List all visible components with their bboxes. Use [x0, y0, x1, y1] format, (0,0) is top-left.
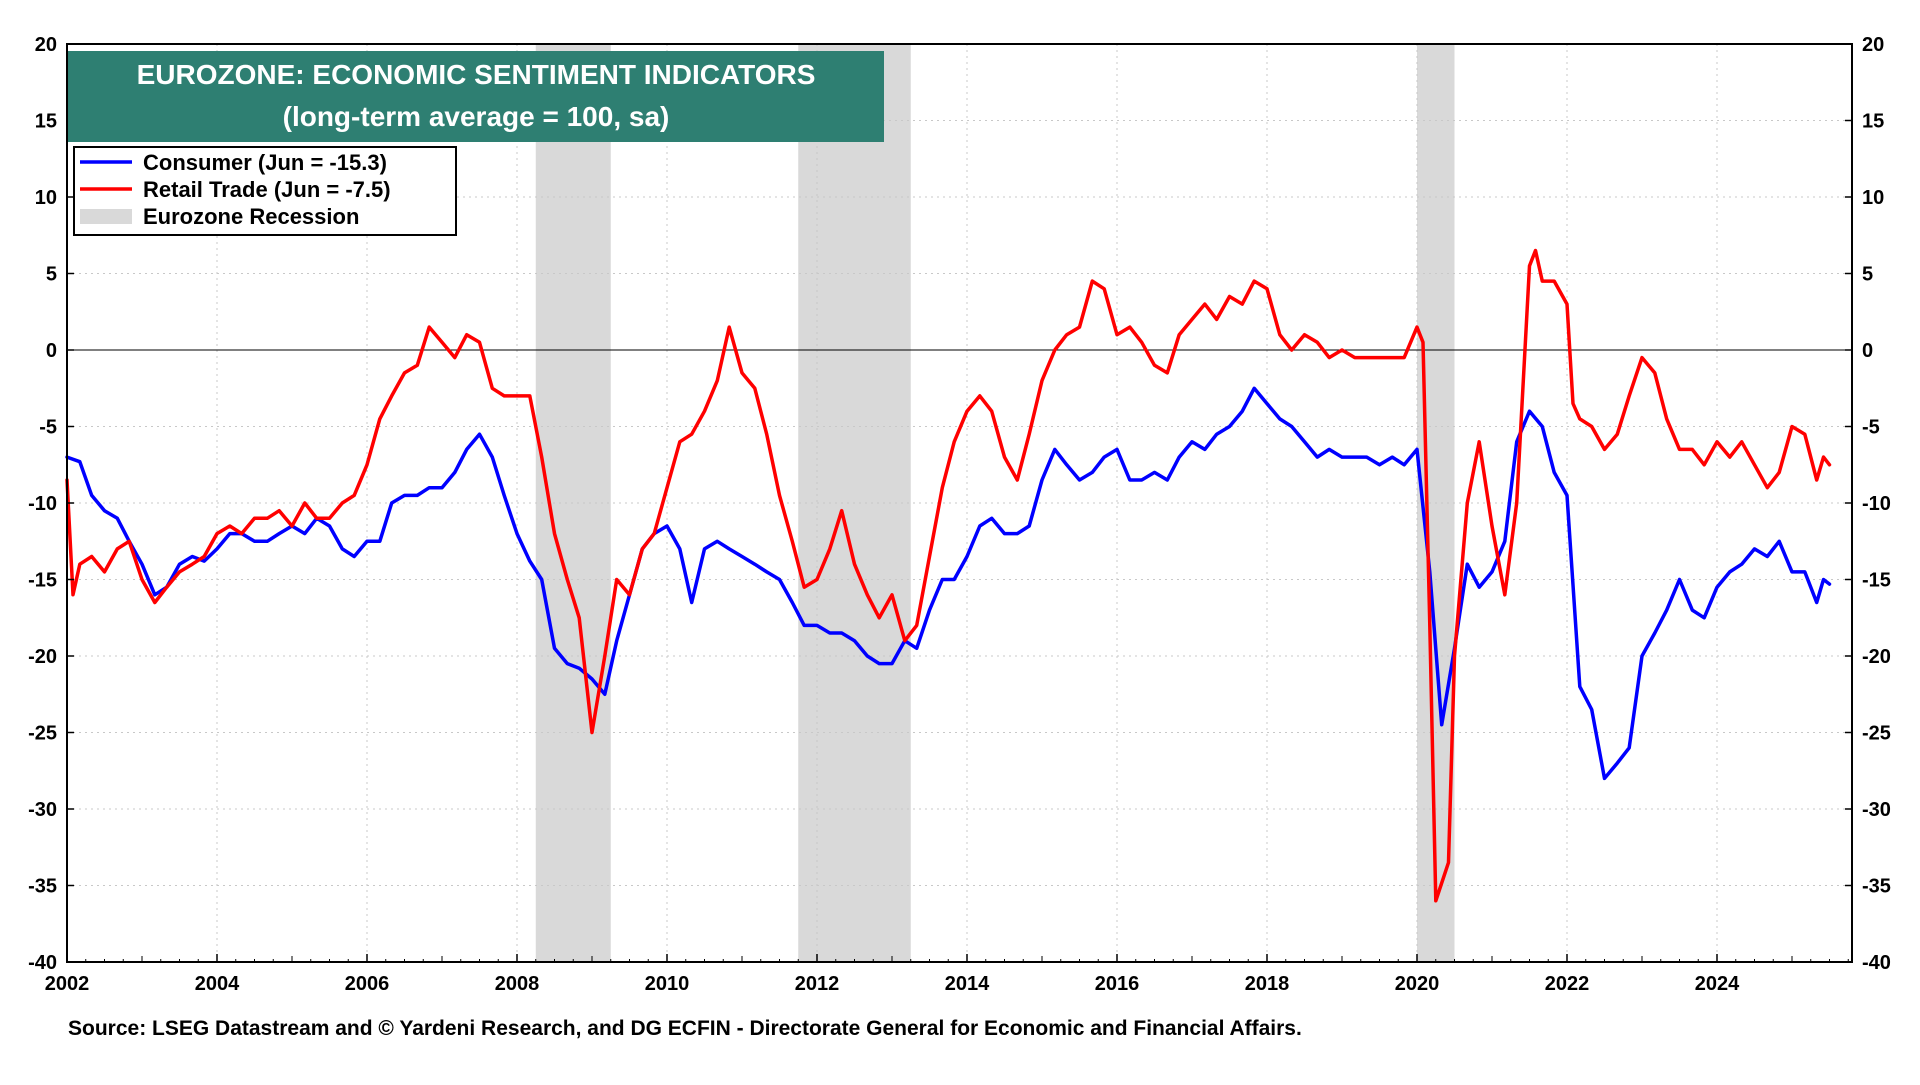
x-tick-label: 2018 — [1245, 973, 1290, 995]
x-tick-label: 2012 — [795, 973, 840, 995]
legend-box — [73, 146, 457, 236]
legend-swatch-recession — [80, 209, 132, 224]
x-tick-label: 2024 — [1695, 973, 1740, 995]
y-tick-label-right: -40 — [1862, 952, 1891, 974]
y-tick-label-left: 15 — [35, 111, 57, 133]
x-tick-label: 2014 — [945, 973, 990, 995]
y-tick-label-right: -5 — [1862, 417, 1880, 439]
y-tick-label-left: 0 — [46, 340, 57, 362]
series-line-retail-trade — [65, 248, 1832, 903]
legend: Consumer (Jun = -15.3) Retail Trade (Jun… — [73, 146, 457, 236]
y-tick-label-left: -15 — [28, 570, 57, 592]
series-lines — [65, 248, 1832, 903]
y-tick-label-left: -20 — [28, 646, 57, 668]
title-box-background — [68, 51, 884, 142]
y-tick-label-left: -40 — [28, 952, 57, 974]
chart-subtitle: (long-term average = 100, sa) — [283, 101, 670, 132]
y-tick-label-left: 20 — [35, 34, 57, 56]
y-tick-label-left: 5 — [46, 264, 57, 286]
y-tick-label-right: -35 — [1862, 876, 1891, 898]
y-tick-label-right: 20 — [1862, 34, 1884, 56]
x-tick-label: 2004 — [195, 973, 240, 995]
series-line-consumer — [65, 386, 1832, 781]
x-tick-label: 2016 — [1095, 973, 1140, 995]
x-tick-label: 2022 — [1545, 973, 1590, 995]
y-tick-label-right: 5 — [1862, 264, 1873, 286]
y-tick-label-right: -20 — [1862, 646, 1891, 668]
y-tick-label-left: -10 — [28, 493, 57, 515]
x-tick-label: 2010 — [645, 973, 690, 995]
y-tick-label-right: -15 — [1862, 570, 1891, 592]
y-tick-label-right: 10 — [1862, 187, 1884, 209]
x-tick-label: 2002 — [45, 973, 90, 995]
x-tick-label: 2006 — [345, 973, 390, 995]
y-tick-label-right: 15 — [1862, 111, 1884, 133]
y-tick-label-right: -25 — [1862, 723, 1891, 745]
chart-title-box: EUROZONE: ECONOMIC SENTIMENT INDICATORS … — [68, 51, 884, 142]
legend-label-retail: Retail Trade (Jun = -7.5) — [143, 177, 391, 202]
x-tick-label: 2020 — [1395, 973, 1440, 995]
y-tick-label-left: -5 — [39, 417, 57, 439]
chart-title: EUROZONE: ECONOMIC SENTIMENT INDICATORS — [137, 59, 816, 90]
y-tick-label-right: 0 — [1862, 340, 1873, 362]
y-tick-label-left: -25 — [28, 723, 57, 745]
y-tick-label-left: -35 — [28, 876, 57, 898]
legend-label-consumer: Consumer (Jun = -15.3) — [143, 150, 387, 175]
y-tick-label-left: -30 — [28, 799, 57, 821]
x-tick-label: 2008 — [495, 973, 540, 995]
legend-label-recession: Eurozone Recession — [143, 204, 359, 229]
y-tick-label-left: 10 — [35, 187, 57, 209]
source-note: Source: LSEG Datastream and © Yardeni Re… — [68, 1017, 1302, 1040]
y-tick-label-right: -10 — [1862, 493, 1891, 515]
y-tick-label-right: -30 — [1862, 799, 1891, 821]
